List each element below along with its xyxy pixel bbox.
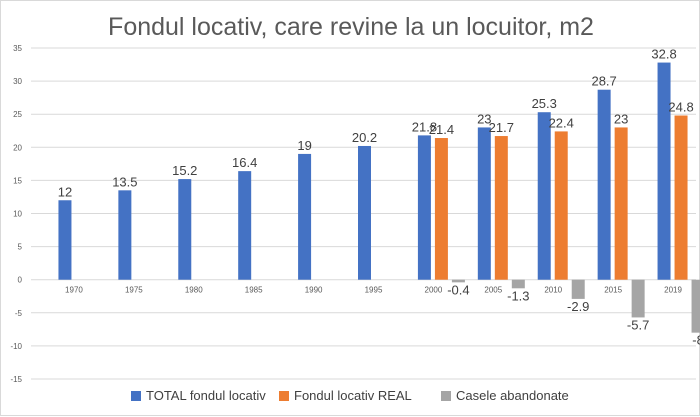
bars (58, 62, 700, 333)
data-label: 21.4 (429, 122, 454, 137)
data-label: 20.2 (352, 130, 377, 145)
bar-casele-abandonate-2019 (691, 279, 700, 333)
y-tick-label: 5 (18, 243, 23, 252)
data-label: 13.5 (112, 174, 137, 189)
data-label: 12 (58, 184, 72, 199)
data-label: 15.2 (172, 163, 197, 178)
data-label: 16.4 (232, 155, 257, 170)
bar-fondul-locativ-real-2010 (554, 131, 568, 280)
x-tick-label: 2000 (425, 286, 443, 295)
x-tick-label: 2019 (664, 286, 682, 295)
bar-total-fondul-locativ-2015 (597, 89, 611, 280)
bar-fondul-locativ-real-2005 (494, 136, 508, 280)
x-tick-label: 1995 (365, 286, 383, 295)
data-label: 23 (614, 111, 628, 126)
data-label: 23 (477, 111, 491, 126)
data-label: 21.7 (489, 120, 514, 135)
data-label: 32.8 (651, 47, 676, 62)
data-labels: 1213.515.216.41920.221.821.4-0.42321.7-1… (58, 47, 700, 348)
legend-label: Casele abandonate (456, 388, 569, 403)
y-tick-label: 0 (18, 276, 23, 285)
legend-swatch (279, 391, 289, 401)
y-tick-label: -15 (10, 375, 22, 384)
y-axis-ticks: 35 30 25 20 15 10 5 0 -5 -10 -15 (10, 44, 22, 384)
y-tick-label: 25 (13, 110, 22, 119)
x-axis-ticks: 1970 1975 1980 1985 1990 1995 2000 2005 2010 2015… (65, 286, 682, 295)
data-label: -2.9 (567, 299, 589, 314)
x-tick-label: 2015 (604, 286, 622, 295)
data-label: -1.3 (507, 288, 529, 303)
legend: TOTAL fondul locativ Fondul locativ REAL C… (131, 388, 569, 403)
x-tick-label: 1980 (185, 286, 203, 295)
x-tick-label: 1985 (245, 286, 263, 295)
y-tick-label: 35 (13, 44, 22, 53)
y-tick-label: 20 (13, 143, 22, 152)
bar-casele-abandonate-2000 (451, 279, 465, 283)
data-label: 21.8 (412, 119, 437, 134)
x-tick-label: 1970 (65, 286, 83, 295)
bar-total-fondul-locativ-2000 (417, 135, 431, 280)
y-tick-label: 10 (13, 210, 22, 219)
y-tick-label: -5 (15, 309, 23, 318)
data-label: -0.4 (447, 282, 469, 297)
bar-fondul-locativ-real-2015 (614, 127, 628, 280)
x-tick-label: 2005 (484, 286, 502, 295)
data-label: 22.4 (549, 115, 574, 130)
bar-casele-abandonate-2015 (631, 279, 645, 318)
legend-swatch (131, 391, 141, 401)
chart-title: Fondul locativ, care revine la un locuit… (108, 13, 594, 41)
data-label: 24.8 (668, 100, 693, 115)
legend-label: TOTAL fondul locativ (146, 388, 266, 403)
data-label: 28.7 (591, 74, 616, 89)
bar-total-fondul-locativ-1980 (178, 179, 192, 280)
x-tick-label: 1990 (305, 286, 323, 295)
bar-casele-abandonate-2005 (511, 279, 525, 289)
y-tick-label: 30 (13, 77, 22, 86)
data-label: 25.3 (532, 96, 557, 111)
x-tick-label: 2010 (544, 286, 562, 295)
bar-total-fondul-locativ-1990 (298, 153, 312, 280)
bar-total-fondul-locativ-1975 (118, 190, 132, 280)
bar-total-fondul-locativ-1995 (358, 145, 371, 280)
data-label: 19 (297, 138, 311, 153)
bar-fondul-locativ-real-2000 (434, 138, 448, 280)
data-label: -8 (692, 333, 700, 348)
data-label: -5.7 (627, 317, 649, 332)
legend-swatch (441, 391, 451, 401)
y-tick-label: 15 (13, 176, 22, 185)
y-tick-label: -10 (10, 342, 22, 351)
bar-casele-abandonate-2010 (571, 279, 585, 299)
bar-total-fondul-locativ-1970 (58, 200, 72, 280)
bar-total-fondul-locativ-2010 (537, 112, 551, 280)
bar-fondul-locativ-real-2019 (674, 115, 688, 280)
legend-label: Fondul locativ REAL (294, 388, 412, 403)
bar-total-fondul-locativ-2005 (477, 127, 491, 280)
x-tick-label: 1975 (125, 286, 143, 295)
bar-total-fondul-locativ-2019 (657, 62, 671, 280)
bar-total-fondul-locativ-1985 (238, 171, 252, 280)
